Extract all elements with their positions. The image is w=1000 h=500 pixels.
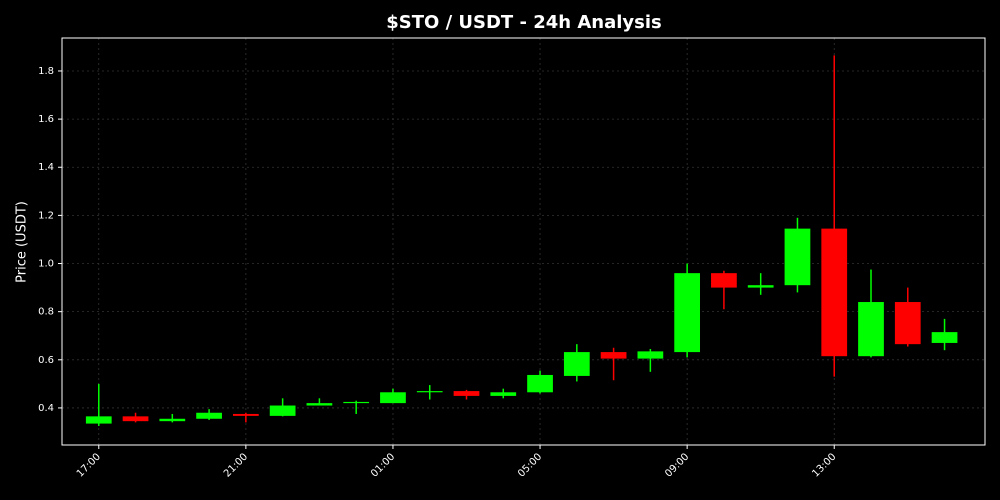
candle-body xyxy=(416,391,443,393)
candle-body xyxy=(85,416,112,424)
candle-body xyxy=(784,228,811,286)
y-tick-label: 0.8 xyxy=(38,307,54,318)
candle-body xyxy=(490,392,517,396)
y-tick-label: 0.4 xyxy=(38,403,54,414)
y-axis-label: Price (USDT) xyxy=(15,201,30,283)
candle-body xyxy=(380,392,406,404)
candle-body xyxy=(711,273,737,288)
y-tick-label: 1.0 xyxy=(38,259,54,270)
candle-body xyxy=(306,403,333,406)
candle-body xyxy=(894,302,921,345)
candle-body xyxy=(343,401,370,404)
y-tick-label: 0.6 xyxy=(38,355,54,366)
y-tick-label: 1.8 xyxy=(38,66,54,77)
candle-body xyxy=(600,352,627,359)
candle-body xyxy=(527,374,553,393)
y-tick-label: 1.6 xyxy=(38,114,54,125)
candle-body xyxy=(821,228,848,357)
plot-frame xyxy=(61,37,986,446)
chart-title: $STO / USDT - 24h Analysis xyxy=(386,12,662,33)
candle-body xyxy=(637,351,664,359)
candle-body xyxy=(159,418,186,422)
candle-body xyxy=(122,416,149,422)
y-tick-label: 1.2 xyxy=(38,210,54,221)
candle-body xyxy=(747,285,774,288)
candle-body xyxy=(232,413,259,416)
y-tick-label: 1.4 xyxy=(38,162,54,173)
candle-body xyxy=(858,302,884,357)
candle-body xyxy=(269,405,296,416)
candle-body xyxy=(674,273,701,353)
candle-body xyxy=(453,391,480,396)
candle-body xyxy=(563,352,590,376)
candle-body xyxy=(931,332,958,343)
candle-body xyxy=(196,412,222,419)
